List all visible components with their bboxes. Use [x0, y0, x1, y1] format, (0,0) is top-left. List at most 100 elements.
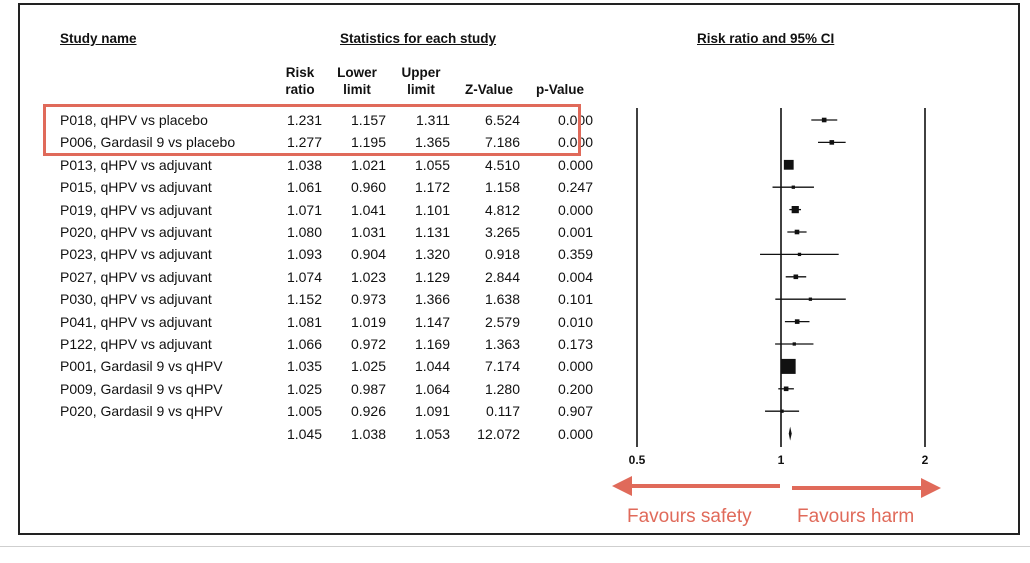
table-cell-lower: 0.926: [350, 403, 386, 420]
figure-frame: [18, 3, 1020, 535]
table-cell-upper: 1.172: [414, 179, 450, 196]
table-cell-rr: 1.081: [286, 313, 322, 330]
table-cell-rr: 1.045: [286, 425, 322, 442]
table-cell-z: 1.638: [484, 291, 520, 308]
table-cell-rr: 1.005: [286, 403, 322, 420]
table-cell-lower: 0.987: [350, 380, 386, 397]
table-cell-lower: 0.960: [350, 179, 386, 196]
table-cell-rr: 1.277: [286, 134, 322, 151]
table-cell-upper: 1.091: [414, 403, 450, 420]
table-cell-upper: 1.365: [414, 134, 450, 151]
point-estimate: [783, 386, 789, 392]
table-cell-rr: 1.093: [286, 246, 322, 263]
table-cell-z: 3.265: [484, 224, 520, 240]
table-cell-p: 0.359: [557, 246, 593, 263]
table-cell-z: 7.186: [484, 134, 520, 151]
table-cell-p: 0.173: [557, 336, 593, 352]
col-header-line: limit: [407, 82, 435, 97]
table-cell-lower: 1.021: [350, 156, 386, 173]
point-estimate: [794, 319, 800, 324]
point-estimate: [783, 159, 794, 170]
table-cell-z: 7.174: [484, 358, 520, 375]
header-risk-ratio-ci: Risk ratio and 95% CI: [697, 31, 835, 46]
point-estimate: [829, 140, 835, 145]
table-cell-lower: 1.025: [350, 358, 386, 375]
table-row-study-name: P027, qHPV vs adjuvant: [60, 268, 212, 285]
col-header-line: Z-Value: [464, 82, 513, 97]
table-cell-lower: 0.973: [350, 291, 386, 308]
table-row-study-name: P020, Gardasil 9 vs qHPV: [60, 403, 223, 420]
table-cell-z: 0.117: [486, 403, 520, 420]
table-cell-rr: 1.080: [286, 224, 322, 240]
table-cell-p: 0.101: [557, 291, 593, 308]
point-estimate: [808, 297, 813, 301]
table-cell-upper: 1.311: [416, 112, 450, 128]
favours-safety-label: Favours safety: [627, 506, 752, 527]
table-row-study-name: P030, qHPV vs adjuvant: [60, 291, 212, 308]
table-row-study-name: P009, Gardasil 9 vs qHPV: [60, 380, 223, 397]
col-header-line: limit: [343, 82, 371, 97]
table-cell-z: 4.812: [484, 201, 520, 218]
table-row-study-name: P018, qHPV vs placebo: [60, 112, 208, 128]
favours-safety-arrow-head: [612, 476, 632, 496]
table-cell-upper: 1.169: [414, 336, 450, 352]
table-cell-rr: 1.074: [286, 268, 322, 285]
table-cell-z: 6.524: [484, 112, 520, 128]
table-cell-p: 0.001: [557, 224, 593, 240]
table-cell-z: 0.918: [484, 246, 520, 263]
table-cell-lower: 0.904: [350, 246, 386, 263]
col-header-lower-limit: Lower limit: [329, 64, 385, 98]
table-cell-upper: 1.055: [414, 156, 450, 173]
point-estimate: [791, 206, 799, 214]
table-cell-p: 0.000: [557, 156, 593, 173]
table-cell-lower: 1.038: [350, 425, 386, 442]
table-cell-lower: 1.157: [350, 112, 386, 128]
table-cell-lower: 0.972: [350, 336, 386, 352]
col-header-line: p-Value: [535, 82, 584, 97]
table-row-study-name: P023, qHPV vs adjuvant: [60, 246, 212, 263]
table-cell-p: 0.000: [557, 134, 593, 151]
col-header-upper-limit: Upper limit: [393, 64, 449, 98]
table-cell-p: 0.010: [557, 313, 593, 330]
col-header-p-value: p-Value: [527, 81, 593, 98]
favours-harm-label: Favours harm: [797, 506, 915, 527]
table-cell-upper: 1.053: [414, 425, 450, 442]
table-cell-rr: 1.152: [286, 291, 322, 308]
table-cell-upper: 1.131: [414, 224, 450, 240]
table-row-study-name: P001, Gardasil 9 vs qHPV: [60, 358, 223, 375]
table-row-study-name: P041, qHPV vs adjuvant: [60, 313, 212, 330]
point-estimate: [793, 274, 799, 280]
point-estimate: [821, 117, 827, 123]
table-cell-z: 1.158: [484, 179, 520, 196]
point-estimate: [780, 409, 784, 413]
table-cell-upper: 1.064: [414, 380, 450, 397]
table-cell-z: 2.844: [484, 268, 520, 285]
table-row-study-name: P020, qHPV vs adjuvant: [60, 224, 212, 240]
point-estimate: [797, 252, 802, 257]
header-statistics: Statistics for each study: [340, 31, 497, 46]
bottom-divider: [0, 546, 1030, 547]
table-cell-rr: 1.025: [286, 380, 322, 397]
col-header-line: Lower: [337, 65, 377, 80]
table-row-study-name: P013, qHPV vs adjuvant: [60, 156, 212, 173]
table-cell-upper: 1.320: [414, 246, 450, 263]
table-cell-z: 1.280: [484, 380, 520, 397]
table-cell-lower: 1.031: [350, 224, 386, 240]
table-cell-lower: 1.023: [350, 268, 386, 285]
point-estimate: [792, 342, 796, 346]
table-cell-rr: 1.061: [286, 179, 322, 196]
table-cell-lower: 1.195: [350, 134, 386, 151]
table-cell-lower: 1.019: [350, 313, 386, 330]
table-cell-p: 0.000: [557, 425, 593, 442]
table-row-study-name: P019, qHPV vs adjuvant: [60, 201, 212, 218]
x-tick-label: 1: [778, 453, 785, 467]
table-cell-z: 12.072: [477, 425, 520, 442]
table-cell-rr: 1.071: [286, 201, 322, 218]
x-tick-label: 2: [922, 453, 929, 467]
favours-harm-arrow-head: [921, 478, 941, 498]
table-cell-lower: 1.041: [350, 201, 386, 218]
table-cell-p: 0.200: [557, 380, 593, 397]
point-estimate: [791, 185, 795, 189]
col-header-line: ratio: [285, 82, 315, 97]
